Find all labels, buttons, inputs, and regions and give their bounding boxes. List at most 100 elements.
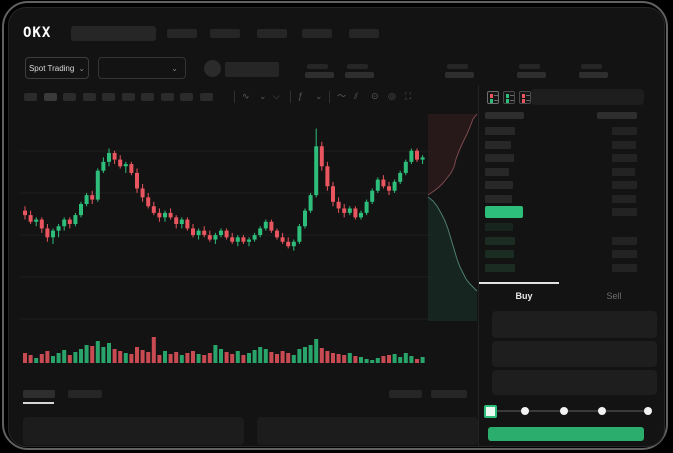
timeframe-button-3[interactable]	[63, 93, 76, 101]
bid-price-4[interactable]	[485, 263, 515, 272]
ask-amount-4	[612, 167, 635, 176]
depth-chart[interactable]	[427, 109, 479, 325]
pair-name-placeholder	[225, 62, 279, 77]
icon-mark-bottom	[522, 99, 525, 103]
buy-button[interactable]	[488, 427, 644, 441]
price-input[interactable]	[492, 311, 657, 338]
timeframe-button-5[interactable]	[102, 93, 115, 101]
ticker-stat-1-label	[307, 64, 328, 69]
bid-amount-2	[612, 236, 637, 245]
panel-divider	[478, 85, 479, 446]
orderbook-layout-bids-only-icon[interactable]	[503, 91, 515, 104]
ask-amount-3	[612, 154, 637, 162]
snapshot-icon[interactable]: ⊙	[371, 91, 379, 101]
slider-stop-22pct[interactable]	[520, 407, 529, 415]
bottom-tab-underline	[23, 402, 54, 404]
amount-slider-track[interactable]	[490, 410, 652, 412]
ticker-stat-4-label	[519, 64, 540, 69]
total-input[interactable]	[492, 370, 657, 395]
amount-input[interactable]	[492, 341, 657, 367]
icon-line	[494, 100, 498, 101]
chevron-down-icon: ⌄	[171, 63, 178, 73]
icon-line	[526, 100, 530, 101]
icon-mark-top	[506, 94, 509, 98]
nav-item-3[interactable]	[257, 29, 287, 38]
icon-line	[510, 95, 514, 96]
trendline-icon[interactable]: 〜	[337, 91, 347, 101]
orderbook-layout-combined-book-icon[interactable]	[487, 91, 499, 104]
coin-icon	[204, 60, 221, 77]
measure-icon[interactable]: ⫽	[354, 91, 359, 101]
toolbar-divider	[329, 91, 330, 103]
nav-item-2[interactable]	[210, 29, 240, 38]
nav-item-5[interactable]	[349, 29, 379, 38]
icon-mark-bottom	[506, 99, 509, 103]
market-type-dropdown[interactable]: Spot Trading ⌄	[25, 57, 89, 79]
timeframe-button-9[interactable]	[180, 93, 193, 101]
icon-line	[510, 100, 514, 101]
timeframe-button-6[interactable]	[121, 93, 135, 101]
toolbar-divider	[290, 91, 291, 103]
bid-price-2[interactable]	[485, 236, 515, 245]
orderbook-layout-asks-only-icon[interactable]	[519, 91, 531, 104]
settings-icon[interactable]: ◎	[388, 91, 396, 101]
bottom-action-2[interactable]	[431, 390, 467, 398]
bottom-action-1[interactable]	[389, 390, 422, 398]
icon-line	[526, 95, 530, 96]
search-placeholder[interactable]	[71, 26, 156, 41]
bid-price-1[interactable]	[485, 223, 513, 231]
timeframe-button-1[interactable]	[24, 93, 37, 101]
timeframe-button-2[interactable]	[43, 93, 57, 101]
ticker-stat-5-label	[581, 64, 602, 69]
bottom-tab-orders[interactable]	[23, 390, 55, 398]
timeframe-button-8[interactable]	[160, 93, 174, 101]
positions-table-panel	[257, 417, 478, 445]
timeframe-button-4[interactable]	[82, 93, 96, 101]
bid-price-3[interactable]	[485, 250, 514, 258]
ticker-stat-5-value	[579, 72, 608, 78]
okx-logo[interactable]: OKX	[23, 25, 52, 41]
ask-price-2[interactable]	[485, 140, 511, 149]
tab-buy[interactable]: Buy	[515, 291, 533, 301]
ticker-stat-3-value	[445, 72, 474, 78]
timeframe-button-10[interactable]	[199, 93, 213, 101]
slider-stop-71pct[interactable]	[598, 407, 607, 415]
ask-price-3[interactable]	[485, 154, 514, 162]
tab-sell[interactable]: Sell	[606, 291, 622, 301]
indicators-icon[interactable]: ƒ	[298, 91, 304, 101]
last-price-bar[interactable]	[485, 206, 523, 218]
icon-mark-top	[522, 94, 525, 98]
slider-stop-0pct[interactable]	[484, 405, 497, 418]
nav-item-4[interactable]	[302, 29, 332, 38]
orderbook-col-header-amount	[597, 112, 637, 119]
nav-item-1[interactable]	[167, 29, 197, 38]
ask-amount-1	[612, 127, 637, 135]
fullscreen-icon[interactable]: ⛶	[405, 91, 412, 101]
ask-price-6[interactable]	[485, 194, 512, 203]
bid-amount-4	[612, 263, 637, 272]
timeframe-button-7[interactable]	[141, 93, 154, 101]
ticker-stat-1-value	[305, 72, 334, 78]
ask-amount-2	[612, 140, 636, 149]
orderbook-header-panel[interactable]	[531, 89, 644, 105]
candlestick-chart[interactable]	[19, 109, 431, 369]
ticker-stat-4-value	[517, 72, 546, 78]
ask-price-4[interactable]	[485, 167, 509, 176]
slider-stop-47pct[interactable]	[560, 407, 569, 415]
toolbar-divider	[234, 91, 235, 103]
ask-price-1[interactable]	[485, 127, 515, 135]
bid-amount-3	[612, 250, 637, 258]
slider-stop-100pct[interactable]	[644, 407, 652, 415]
ask-price-5[interactable]	[485, 181, 513, 189]
chevron-down-icon[interactable]: ⌄	[315, 91, 323, 101]
chart-type-icon[interactable]: ⌵	[273, 91, 280, 101]
market-type-label: Spot Trading	[28, 63, 75, 73]
active-tab-indicator	[479, 282, 559, 284]
chevron-down-icon[interactable]: ⌄	[259, 91, 267, 101]
interval-icon[interactable]: ∿	[242, 91, 250, 101]
ask-amount-5	[612, 181, 637, 189]
pair-selector-dropdown[interactable]: ⌄	[98, 57, 186, 79]
bottom-tab-history[interactable]	[68, 390, 102, 398]
icon-line	[494, 95, 498, 96]
